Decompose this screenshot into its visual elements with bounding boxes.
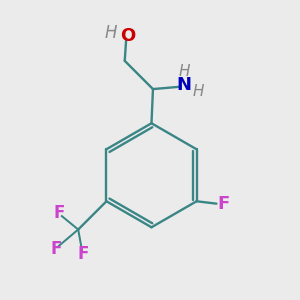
Text: F: F <box>50 240 61 258</box>
Text: H: H <box>104 24 117 42</box>
Text: F: F <box>78 245 89 263</box>
Text: N: N <box>177 76 192 94</box>
Text: F: F <box>53 204 64 222</box>
Text: F: F <box>217 195 230 213</box>
Text: H: H <box>179 64 190 79</box>
Text: H: H <box>193 84 204 99</box>
Text: O: O <box>120 27 135 45</box>
